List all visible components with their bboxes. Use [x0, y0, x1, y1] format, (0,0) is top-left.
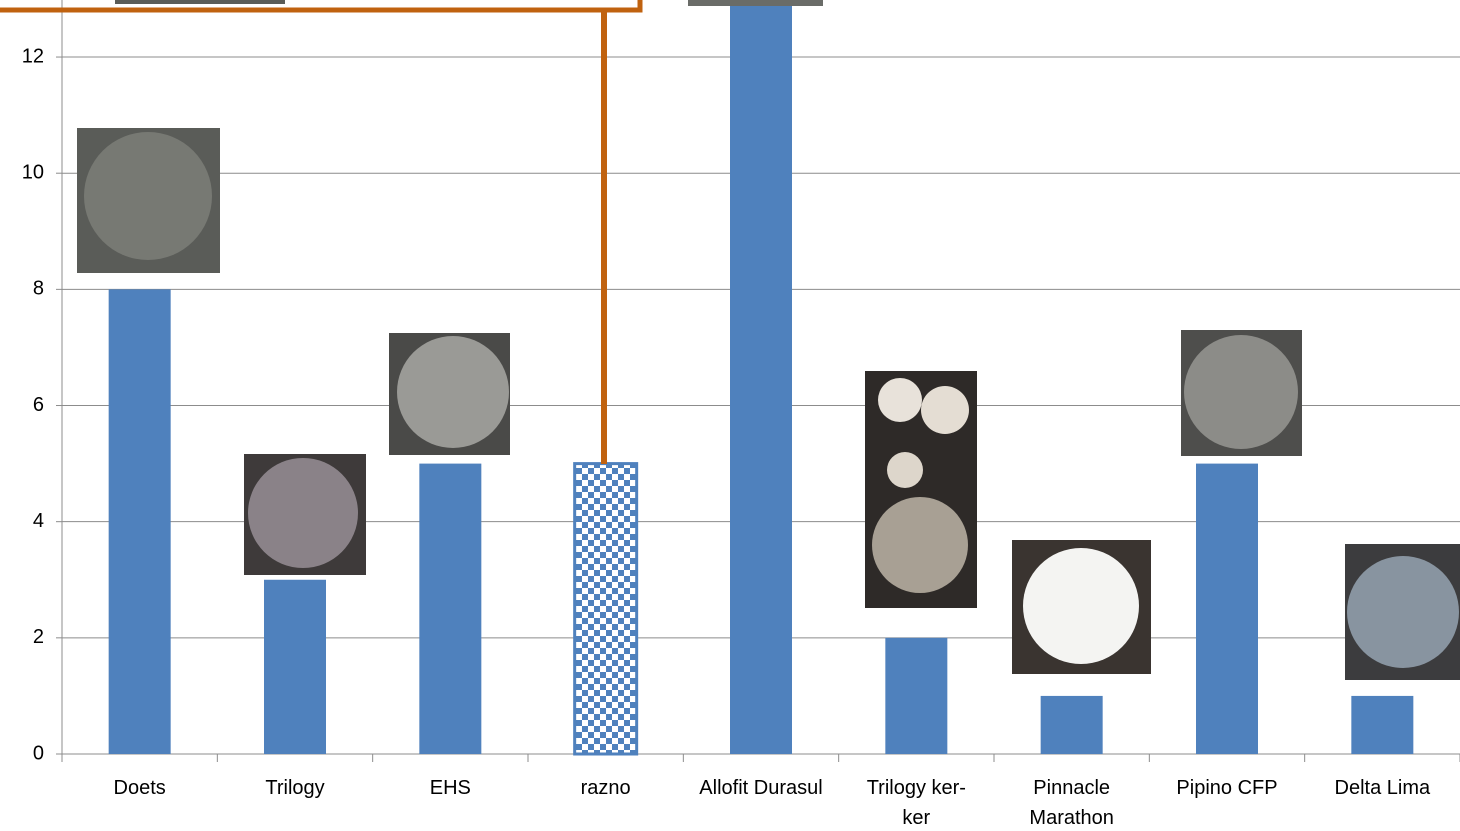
- photo-object: [1347, 556, 1459, 668]
- photo-object: [872, 497, 968, 593]
- y-tick-label: 8: [33, 278, 44, 300]
- photo: [115, 0, 285, 4]
- x-tick-label: Doets: [113, 777, 166, 799]
- bar: [419, 463, 482, 754]
- y-tick-label: 10: [22, 161, 44, 183]
- y-tick-label: 12: [22, 45, 44, 67]
- photos: [77, 0, 1460, 680]
- photo-object: [397, 336, 509, 448]
- x-tick-label: Trilogy ker- ker: [866, 777, 966, 829]
- bar: [1351, 695, 1414, 754]
- bar: [264, 579, 326, 754]
- photo-object: [878, 378, 922, 422]
- y-tick-label: 4: [33, 510, 44, 532]
- x-tick-label: Delta Lima: [1334, 777, 1431, 799]
- bar: [885, 637, 948, 754]
- x-tick-label: razno: [580, 777, 631, 799]
- x-tick-label: Allofit Durasul: [699, 777, 823, 799]
- bar: [1040, 695, 1103, 754]
- bar: [573, 462, 639, 756]
- x-tick-label: Pipino CFP: [1176, 777, 1278, 799]
- bar: [730, 0, 792, 754]
- y-tick-label: 0: [33, 742, 44, 764]
- photo-object: [1023, 548, 1139, 664]
- x-tick-label: Pinnacle Marathon: [1029, 777, 1114, 829]
- bar: [1196, 463, 1258, 754]
- callout-box: [0, 0, 643, 13]
- x-tick-label: EHS: [429, 777, 471, 799]
- photo-object: [1184, 335, 1298, 449]
- y-tick-label: 6: [33, 394, 44, 416]
- bar: [108, 289, 171, 754]
- photo-object: [248, 458, 358, 568]
- y-tick-label: 2: [33, 626, 44, 648]
- photo: [688, 0, 823, 6]
- photo-object: [921, 386, 969, 434]
- photo-object: [84, 132, 212, 260]
- photo-object: [887, 452, 923, 488]
- x-tick-label: Trilogy: [265, 777, 325, 799]
